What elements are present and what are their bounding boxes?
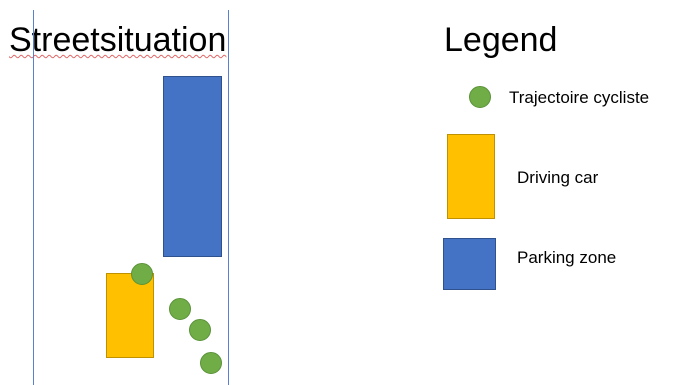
cyclist-position-3 [189, 319, 211, 341]
driving-car [106, 273, 154, 358]
legend-car-label: Driving car [517, 168, 599, 187]
legend-cyclist-swatch [469, 86, 491, 108]
left-lane-line [33, 10, 34, 385]
legend-parking-swatch [443, 238, 496, 290]
legend-title: Legend [444, 21, 558, 59]
cyclist-position-4 [200, 352, 222, 374]
legend-car-swatch [447, 134, 495, 219]
legend-parking-label: Parking zone [517, 248, 617, 267]
right-lane-line [228, 10, 229, 385]
cyclist-position-2 [169, 298, 191, 320]
parking-zone [163, 76, 222, 257]
cyclist-position-1 [131, 263, 153, 285]
legend-cyclist-label: Trajectoire cycliste [509, 88, 650, 107]
street-situation-title: Streetsituation [9, 21, 227, 59]
